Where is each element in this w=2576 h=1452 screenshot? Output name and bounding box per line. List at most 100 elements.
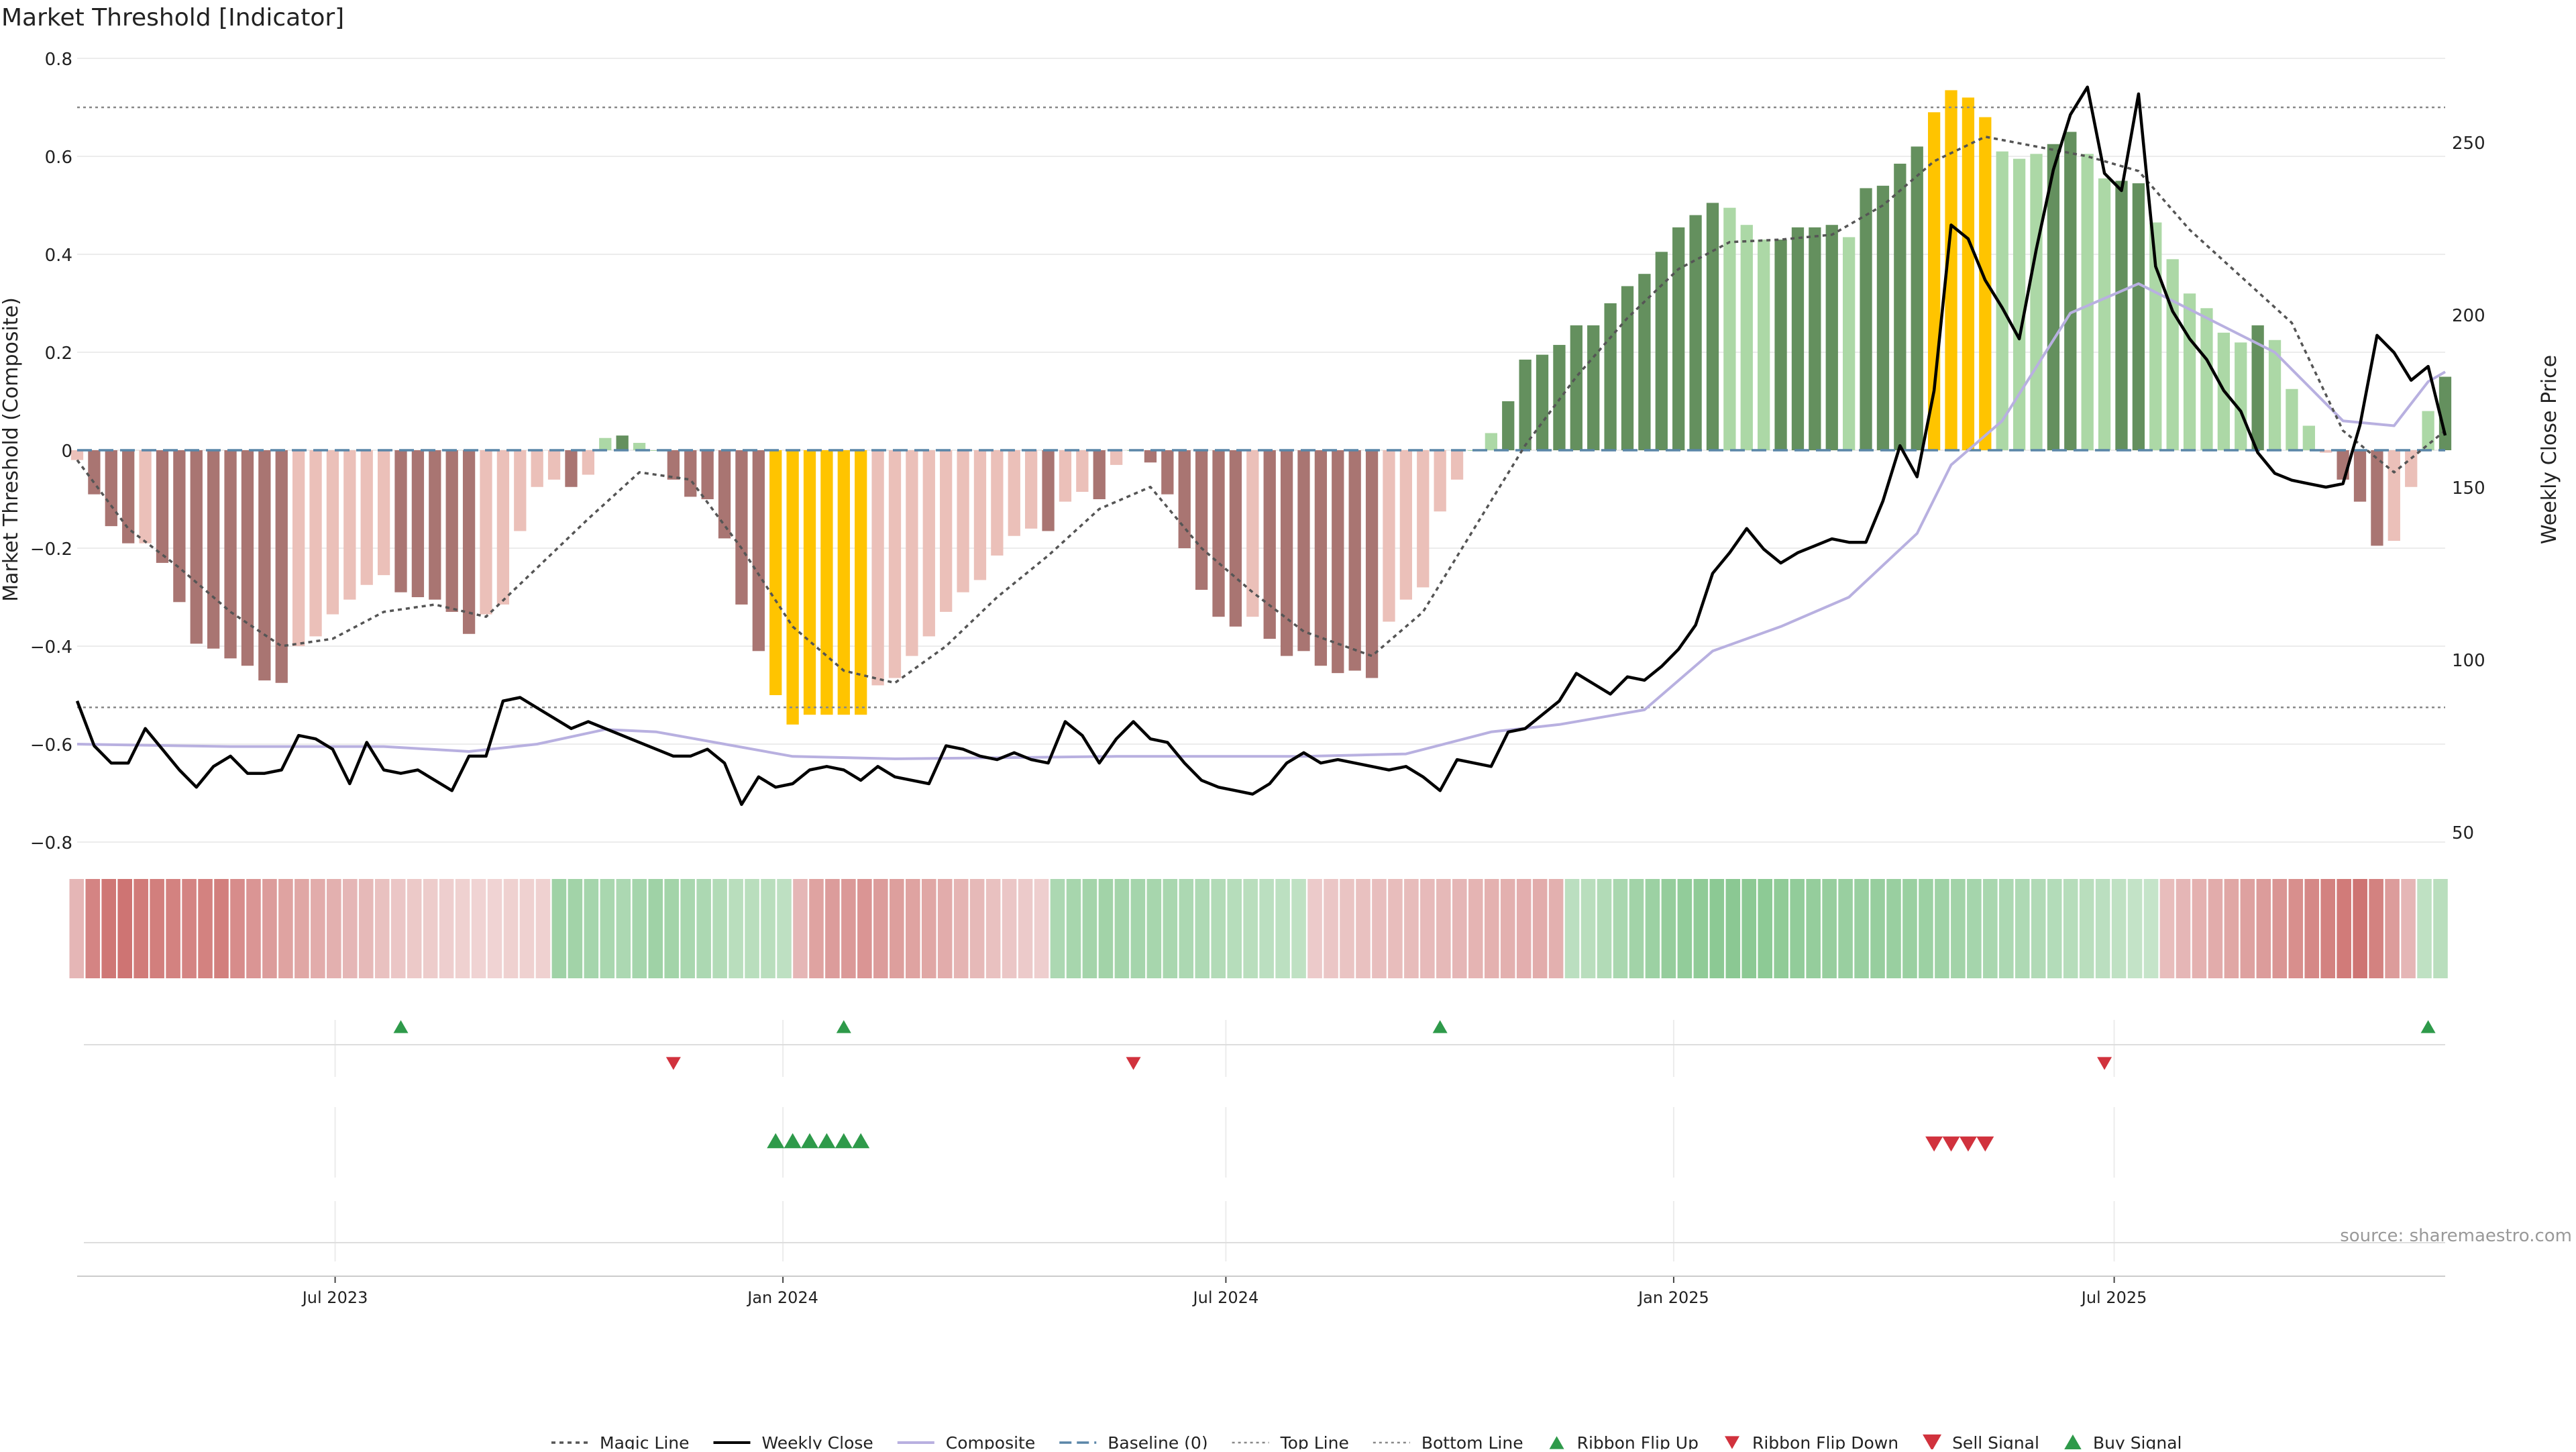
ribbon-cell — [1532, 879, 1548, 978]
composite-bar — [1638, 274, 1651, 450]
legend-swatch-buy — [2063, 1434, 2082, 1451]
y-tick-label-left: 0.8 — [45, 50, 72, 70]
composite-bar — [1519, 359, 1532, 450]
ribbon-cell — [294, 879, 309, 978]
composite-bar — [752, 450, 765, 652]
chart-title: Market Threshold [Indicator] — [1, 4, 344, 32]
ribbon-cell — [133, 879, 148, 978]
ribbon-cell — [455, 879, 470, 978]
ribbon-cell — [1629, 879, 1644, 978]
sell-signal-marker — [1976, 1136, 1994, 1152]
composite-bar — [871, 450, 884, 686]
ribbon-flip-up-marker — [2420, 1020, 2436, 1033]
composite-bar — [2098, 178, 2111, 450]
buy-signal-marker — [835, 1133, 853, 1149]
composite-bar — [190, 450, 203, 644]
ribbon-cell — [1758, 879, 1773, 978]
composite-bar — [2132, 183, 2145, 450]
legend-swatch-flipdown — [1724, 1436, 1739, 1449]
ribbon-cell — [1356, 879, 1371, 978]
ribbon-cell — [1404, 879, 1419, 978]
ribbon-cell — [985, 879, 1001, 978]
ribbon-cell — [2031, 879, 2046, 978]
composite-bar — [1383, 450, 1395, 622]
x-tick-label: Jan 2024 — [746, 1288, 818, 1307]
composite-bar — [377, 450, 390, 576]
ribbon-cell — [503, 879, 519, 978]
ribbon-cell — [680, 879, 695, 978]
x-tick-label: Jul 2024 — [1192, 1288, 1259, 1307]
composite-bar — [1144, 450, 1157, 463]
y-tick-label-left: −0.2 — [30, 539, 72, 560]
ribbon-cell — [825, 879, 840, 978]
ribbon-cell — [2433, 879, 2448, 978]
ribbon-cell — [358, 879, 374, 978]
composite-bar — [224, 450, 237, 659]
ribbon-cell — [2208, 879, 2223, 978]
composite-bar — [1911, 146, 1923, 450]
composite-bar — [599, 437, 612, 450]
ribbon-cell — [1806, 879, 1821, 978]
y-tick-label-left: −0.6 — [30, 735, 72, 756]
composite-bar — [207, 450, 220, 649]
ribbon-cell — [1420, 879, 1435, 978]
y-tick-label-right: 250 — [2452, 134, 2485, 154]
ribbon-cell — [777, 879, 792, 978]
composite-bar — [769, 450, 782, 695]
ribbon-cell — [407, 879, 422, 978]
composite-bar — [1502, 401, 1515, 450]
ribbon-flip-up-marker — [1432, 1020, 1448, 1033]
sell-signal-marker — [1942, 1136, 1960, 1152]
ribbon-cell — [857, 879, 872, 978]
buy-signal-marker — [801, 1133, 819, 1149]
composite-bar — [1604, 303, 1617, 450]
ribbon-cell — [2353, 879, 2367, 978]
ribbon-cell — [390, 879, 406, 978]
composite-bar — [888, 450, 902, 678]
ribbon-cell — [2224, 879, 2239, 978]
ribbon-cell — [2304, 879, 2320, 978]
composite-bar — [1348, 450, 1361, 671]
signal-panels — [393, 1020, 2436, 1152]
composite-bar — [667, 450, 680, 480]
x-tick-label: Jan 2025 — [1637, 1288, 1709, 1307]
composite-bar — [1314, 450, 1328, 666]
composite-bar — [1093, 450, 1106, 499]
ribbon-cell — [696, 879, 711, 978]
y-tick-label-left: −0.4 — [30, 637, 72, 658]
ribbon-cell — [2417, 879, 2432, 978]
composite-bar — [1553, 345, 1566, 450]
ribbon-cell — [1146, 879, 1162, 978]
composite-bar — [2371, 450, 2383, 546]
ribbon-cell — [1275, 879, 1290, 978]
ribbon-cell — [1018, 879, 1033, 978]
composite-bar — [411, 450, 425, 597]
composite-bar — [1860, 188, 1872, 450]
composite-bar — [462, 450, 476, 634]
composite-bar — [1399, 450, 1413, 600]
composite-bar — [2387, 450, 2400, 541]
composite-bar — [2422, 411, 2434, 450]
composite-bar — [1450, 450, 1464, 480]
sell-signal-marker — [1959, 1136, 1977, 1152]
ribbon-cell — [1163, 879, 1178, 978]
composite-bar — [480, 450, 492, 615]
composite-bar — [2081, 154, 2094, 450]
ribbon-cell — [745, 879, 759, 978]
composite-bar — [1178, 450, 1191, 548]
ribbon-cell — [551, 879, 567, 978]
x-tick-label: Jul 2023 — [301, 1288, 368, 1307]
composite-bar — [786, 450, 799, 725]
composite-bar — [2012, 158, 2026, 450]
composite-bar — [1655, 252, 1668, 450]
composite-bar — [1945, 90, 1957, 450]
composite-bar — [565, 450, 578, 487]
composite-bar — [1996, 151, 2008, 450]
ribbon-cell — [117, 879, 132, 978]
ribbon-cell — [2272, 879, 2288, 978]
composite-bar — [2320, 450, 2332, 453]
legend-item-flipup: Ribbon Flip Up — [1549, 1433, 1699, 1452]
ribbon-cell — [1983, 879, 1998, 978]
legend-label-buy: Buy Signal — [2093, 1433, 2182, 1449]
